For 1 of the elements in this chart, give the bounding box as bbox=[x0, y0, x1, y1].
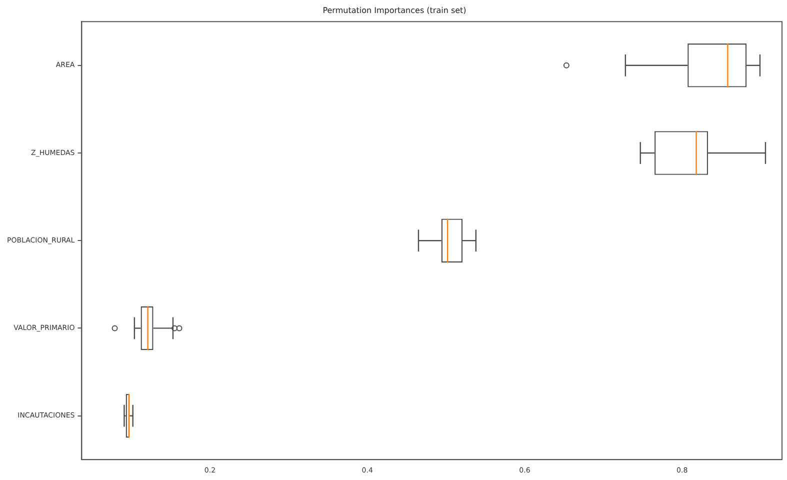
chart-title: Permutation Importances (train set) bbox=[322, 6, 466, 15]
